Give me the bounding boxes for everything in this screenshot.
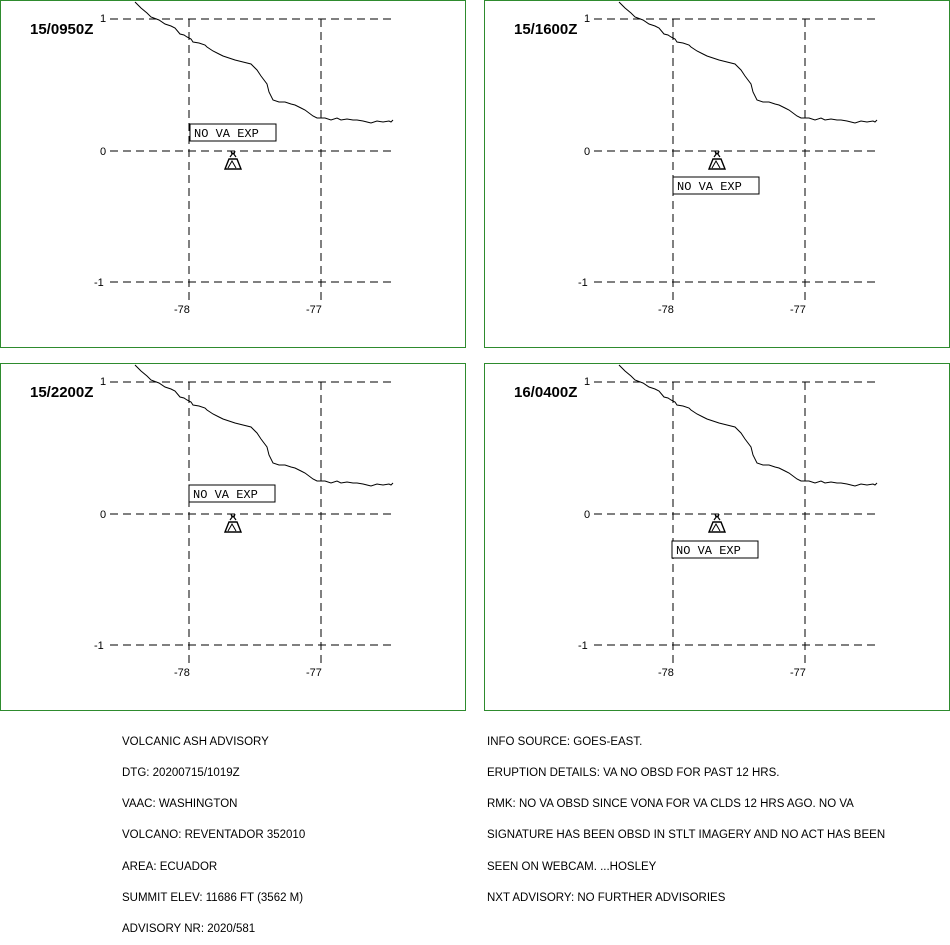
panel-time: 15/2200Z xyxy=(30,384,93,401)
advisory-line: SEEN ON WEBCAM. ...HOSLEY xyxy=(487,860,657,873)
panel-border xyxy=(484,363,950,711)
status-text: NO VA EXP xyxy=(676,544,741,558)
status-text: NO VA EXP xyxy=(194,127,259,141)
lat-label-0: 0 xyxy=(584,509,590,521)
panel-3: 1 0 -1 -78 -77 15/2200Z NO VA EXP xyxy=(0,363,466,711)
advisory-line: ADVISORY NR: 2020/581 xyxy=(122,923,256,936)
advisory-line: VOLCANIC ASH ADVISORY xyxy=(122,735,269,748)
advisory-line: RMK: NO VA OBSD SINCE VONA FOR VA CLDS 1… xyxy=(487,798,854,811)
status-box xyxy=(188,484,276,503)
advisory-header-block: VOLCANIC ASH ADVISORY DTG: 20200715/1019… xyxy=(122,716,305,945)
lon-label-minus77: -77 xyxy=(306,304,322,316)
advisory-line: AREA: ECUADOR xyxy=(122,860,218,873)
advisory-line: VAAC: WASHINGTON xyxy=(122,798,238,811)
status-box xyxy=(671,540,759,559)
advisory-line: INFO SOURCE: GOES-EAST. xyxy=(487,735,643,748)
status-box xyxy=(672,176,760,195)
panel-1: 1 0 -1 -78 -77 15/0950Z NO VA EXP xyxy=(0,0,466,348)
advisory-line: NXT ADVISORY: NO FURTHER ADVISORIES xyxy=(487,891,726,904)
lon-label-minus78: -78 xyxy=(174,667,190,679)
status-text: NO VA EXP xyxy=(677,180,742,194)
lat-label-1: 1 xyxy=(584,376,590,388)
lon-label-minus78: -78 xyxy=(658,304,674,316)
panel-4: 1 0 -1 -78 -77 16/0400Z NO VA EXP xyxy=(484,363,950,711)
forecast-panels: 1 0 -1 -78 -77 15/0950Z NO VA EXP 1 0 -1… xyxy=(0,0,950,711)
advisory-line: SIGNATURE HAS BEEN OBSD IN STLT IMAGERY … xyxy=(487,829,886,842)
lat-label-0: 0 xyxy=(100,509,106,521)
lon-label-minus77: -77 xyxy=(306,667,322,679)
lat-label-0: 0 xyxy=(100,146,106,158)
advisory-line: SUMMIT ELEV: 11686 FT (3562 M) xyxy=(122,891,304,904)
lon-label-minus78: -78 xyxy=(658,667,674,679)
panel-border xyxy=(0,0,466,348)
lat-label-minus1: -1 xyxy=(94,277,104,289)
lon-label-minus77: -77 xyxy=(790,304,806,316)
advisory-line: ERUPTION DETAILS: VA NO OBSD FOR PAST 12… xyxy=(487,767,780,780)
status-text: NO VA EXP xyxy=(193,488,258,502)
advisory-line: VOLCANO: REVENTADOR 352010 xyxy=(122,829,306,842)
panel-border xyxy=(0,363,466,711)
lon-label-minus77: -77 xyxy=(790,667,806,679)
panel-2: 1 0 -1 -78 -77 15/1600Z NO VA EXP xyxy=(484,0,950,348)
lat-label-1: 1 xyxy=(100,376,106,388)
status-box xyxy=(189,123,277,142)
lat-label-minus1: -1 xyxy=(578,640,588,652)
lon-label-minus78: -78 xyxy=(174,304,190,316)
lat-label-1: 1 xyxy=(584,13,590,25)
panel-time: 15/1600Z xyxy=(514,21,577,38)
lat-label-0: 0 xyxy=(584,146,590,158)
advisory-line: DTG: 20200715/1019Z xyxy=(122,767,240,780)
panel-border xyxy=(484,0,950,348)
lat-label-1: 1 xyxy=(100,13,106,25)
lat-label-minus1: -1 xyxy=(578,277,588,289)
panel-time: 16/0400Z xyxy=(514,384,577,401)
panel-time: 15/0950Z xyxy=(30,21,93,38)
advisory-details-block: INFO SOURCE: GOES-EAST. ERUPTION DETAILS… xyxy=(487,716,885,914)
lat-label-minus1: -1 xyxy=(94,640,104,652)
